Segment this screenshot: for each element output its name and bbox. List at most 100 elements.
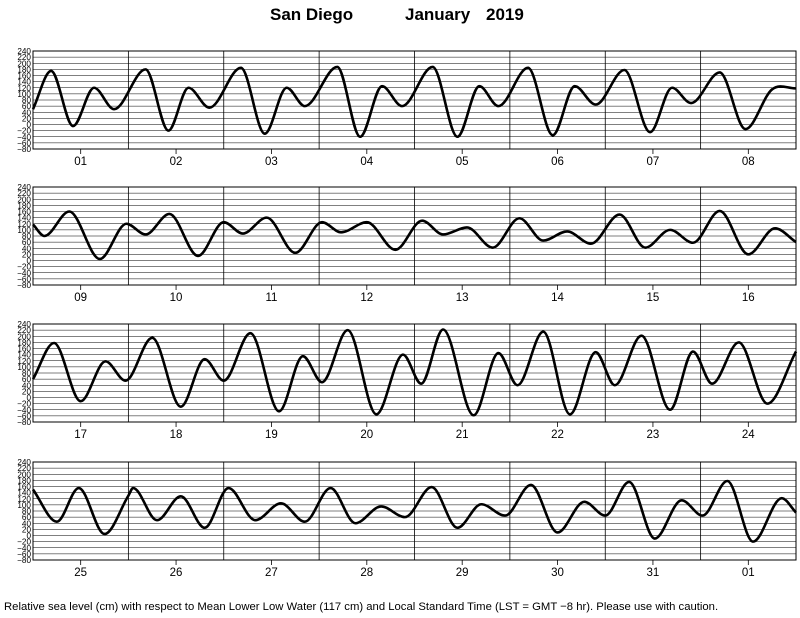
tide-chart: 240220200180160140120100806040200−20−40−… — [17, 47, 798, 579]
day-label: 12 — [360, 292, 373, 304]
y-tick-label: −40 — [17, 133, 31, 142]
day-label: 10 — [170, 292, 183, 304]
day-label: 07 — [647, 156, 660, 168]
y-tick-label: 180 — [17, 338, 31, 347]
y-tick-label: 240 — [17, 183, 31, 192]
day-label: 29 — [456, 567, 469, 579]
y-tick-label: 120 — [17, 495, 31, 504]
y-tick-label: −20 — [17, 127, 31, 136]
y-tick-label: 220 — [17, 464, 31, 473]
day-label: 23 — [647, 429, 660, 441]
y-tick-label: 160 — [17, 345, 31, 354]
y-tick-label: 160 — [17, 483, 31, 492]
day-label: 15 — [647, 292, 660, 304]
day-label: 05 — [456, 156, 469, 168]
day-label: 01 — [742, 567, 755, 579]
day-label: 11 — [265, 292, 277, 304]
day-label: 27 — [265, 567, 278, 579]
y-tick-label: 200 — [17, 195, 31, 204]
tide-curve — [32, 209, 797, 261]
footnote: Relative sea level (cm) with respect to … — [4, 601, 719, 613]
y-tick-label: −80 — [17, 556, 31, 565]
y-tick-label: 240 — [17, 47, 31, 56]
day-label: 16 — [742, 292, 755, 304]
tide-curve — [31, 65, 797, 139]
y-tick-label: 80 — [22, 232, 32, 241]
y-tick-label: −40 — [17, 269, 31, 278]
day-label: 20 — [360, 429, 373, 441]
y-tick-label: 160 — [17, 72, 31, 81]
y-tick-label: 160 — [17, 208, 31, 217]
day-label: 19 — [265, 429, 278, 441]
day-label: 28 — [360, 567, 373, 579]
y-tick-label: 180 — [17, 65, 31, 74]
y-tick-label: 200 — [17, 59, 31, 68]
y-tick-label: 140 — [17, 351, 31, 360]
y-tick-label: −60 — [17, 139, 31, 148]
day-label: 24 — [742, 429, 755, 441]
title-location: San Diego — [270, 5, 354, 24]
day-label: 18 — [170, 429, 183, 441]
y-tick-label: 60 — [22, 375, 32, 384]
y-tick-label: −20 — [17, 400, 31, 409]
y-tick-label: 220 — [17, 326, 31, 335]
y-tick-label: −20 — [17, 263, 31, 272]
y-tick-label: 200 — [17, 332, 31, 341]
y-tick-label: −80 — [17, 418, 31, 427]
y-tick-label: −80 — [17, 281, 31, 290]
y-tick-label: 180 — [17, 476, 31, 485]
day-label: 22 — [551, 429, 564, 441]
y-tick-label: 200 — [17, 470, 31, 479]
day-label: 01 — [74, 156, 87, 168]
y-tick-label: 120 — [17, 220, 31, 229]
y-tick-label: 0 — [26, 121, 31, 130]
y-tick-label: −20 — [17, 538, 31, 547]
day-label: 08 — [742, 156, 755, 168]
y-tick-label: −60 — [17, 550, 31, 559]
day-label: 17 — [74, 429, 87, 441]
y-tick-label: 140 — [17, 214, 31, 223]
y-tick-label: 80 — [22, 369, 32, 378]
y-tick-label: 80 — [22, 96, 32, 105]
y-tick-label: −40 — [17, 544, 31, 553]
y-tick-label: 240 — [17, 458, 31, 467]
y-tick-label: 100 — [17, 90, 31, 99]
day-label: 25 — [74, 567, 87, 579]
y-tick-label: 40 — [22, 381, 32, 390]
y-tick-label: 220 — [17, 53, 31, 62]
y-tick-label: 40 — [22, 519, 32, 528]
tide-curve — [31, 479, 797, 543]
title-year: 2019 — [486, 5, 524, 24]
day-label: 31 — [647, 567, 660, 579]
y-tick-label: −60 — [17, 412, 31, 421]
y-tick-label: 100 — [17, 226, 31, 235]
day-label: 09 — [74, 292, 87, 304]
y-tick-label: 20 — [22, 250, 32, 259]
day-label: 04 — [360, 156, 373, 168]
y-tick-label: 60 — [22, 102, 32, 111]
day-label: 14 — [551, 292, 564, 304]
y-tick-label: −40 — [17, 406, 31, 415]
y-tick-label: 20 — [22, 525, 32, 534]
y-tick-label: 40 — [22, 108, 32, 117]
y-tick-label: −80 — [17, 145, 31, 154]
y-tick-label: 120 — [17, 357, 31, 366]
y-tick-label: 240 — [17, 320, 31, 329]
y-tick-label: 20 — [22, 114, 32, 123]
y-tick-label: 40 — [22, 244, 32, 253]
title-month: January — [405, 5, 471, 24]
y-tick-label: 60 — [22, 238, 32, 247]
day-label: 02 — [170, 156, 183, 168]
y-tick-label: 220 — [17, 189, 31, 198]
y-tick-label: 80 — [22, 507, 32, 516]
y-tick-label: 0 — [26, 257, 31, 266]
y-tick-label: −60 — [17, 275, 31, 284]
y-tick-label: 140 — [17, 489, 31, 498]
day-label: 03 — [265, 156, 278, 168]
y-tick-label: 100 — [17, 363, 31, 372]
y-tick-label: 60 — [22, 513, 32, 522]
tide-curve — [31, 328, 798, 417]
day-label: 30 — [551, 567, 564, 579]
day-label: 26 — [170, 567, 183, 579]
y-tick-label: 120 — [17, 84, 31, 93]
